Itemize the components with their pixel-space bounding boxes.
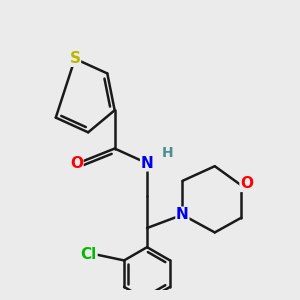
Text: H: H <box>162 146 173 160</box>
Text: N: N <box>141 156 153 171</box>
Text: S: S <box>69 51 80 66</box>
Text: O: O <box>240 176 253 191</box>
Text: Cl: Cl <box>81 247 97 262</box>
Text: O: O <box>70 156 83 171</box>
Text: N: N <box>176 207 189 222</box>
